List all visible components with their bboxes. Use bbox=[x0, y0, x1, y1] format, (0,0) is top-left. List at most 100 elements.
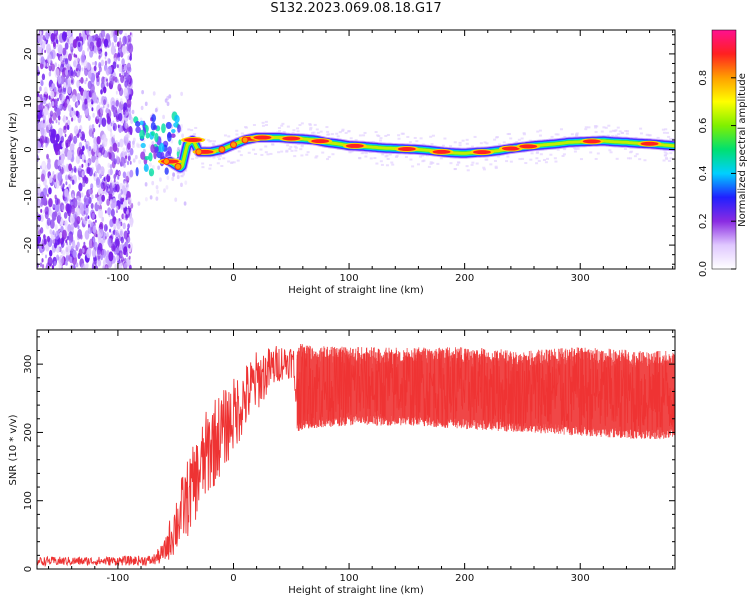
spectrogram-halo bbox=[336, 135, 340, 138]
spectrogram-speckle bbox=[55, 39, 59, 44]
spectrogram-speckle bbox=[74, 111, 77, 115]
spectrogram-halo bbox=[671, 138, 675, 141]
spectrogram-speckle bbox=[111, 197, 117, 208]
spectrogram-halo bbox=[614, 129, 618, 132]
spectrogram-halo bbox=[380, 163, 384, 166]
spectrogram-speckle bbox=[106, 116, 111, 125]
spectrogram-halo bbox=[296, 127, 300, 130]
spectrogram-speckle bbox=[80, 95, 83, 101]
spectrogram-halo bbox=[191, 157, 195, 160]
spectrogram-speckle bbox=[115, 109, 118, 114]
spectrogram-halo bbox=[439, 157, 443, 160]
spectrogram-halo bbox=[522, 132, 526, 135]
spectrogram-halo bbox=[240, 132, 244, 135]
spectrogram-halo bbox=[397, 137, 401, 140]
spectrogram-speckle bbox=[96, 75, 100, 83]
spectrogram-halo bbox=[602, 126, 606, 129]
spectrogram-speckle bbox=[48, 175, 53, 184]
spectrogram-halo bbox=[570, 133, 574, 136]
spectrogram-speckle bbox=[76, 101, 79, 106]
spectrogram-speckle bbox=[76, 63, 82, 74]
spectrogram-speckle bbox=[105, 210, 107, 214]
spectrogram-speckle bbox=[91, 249, 96, 258]
spectrogram-speckle bbox=[180, 182, 183, 188]
spectrogram-speckle bbox=[68, 36, 74, 46]
spectrogram-speckle bbox=[115, 205, 119, 211]
spectrogram-speckle bbox=[64, 196, 68, 204]
spectrogram-speckle bbox=[42, 209, 45, 215]
spectrogram-marker bbox=[174, 162, 182, 170]
spectrogram-halo bbox=[549, 153, 553, 156]
spectrogram-speckle bbox=[87, 162, 90, 167]
spectrogram-speckle bbox=[98, 169, 101, 175]
spectrogram-speckle bbox=[113, 158, 117, 165]
spectrogram-speckle bbox=[83, 197, 87, 203]
spectrogram-speckle bbox=[63, 221, 66, 226]
spectrogram-speckle bbox=[123, 72, 127, 77]
spectrogram-halo bbox=[341, 129, 345, 132]
spectrogram-speckle bbox=[50, 63, 55, 72]
spectrogram-speckle bbox=[60, 240, 65, 248]
snr-x-tick-label: 300 bbox=[571, 573, 590, 584]
spectrogram-speckle bbox=[86, 248, 92, 259]
spectrogram-speckle bbox=[59, 231, 63, 239]
spectrogram-halo bbox=[667, 159, 671, 162]
spectrogram-halo bbox=[364, 155, 368, 158]
spectrogram-speckle bbox=[43, 234, 46, 240]
spectrogram-halo bbox=[575, 134, 579, 137]
spectrogram-halo bbox=[223, 134, 227, 137]
spectrogram-speckle bbox=[119, 73, 122, 78]
spectrogram-halo bbox=[286, 144, 290, 147]
spectrogram-speckle bbox=[73, 60, 77, 68]
spectrogram-speckle bbox=[156, 189, 159, 194]
spectrogram-halo bbox=[264, 124, 268, 127]
spectrogram-speckle bbox=[108, 152, 112, 160]
spectrogram-speckle bbox=[82, 50, 86, 57]
spectrogram-halo bbox=[661, 128, 665, 131]
spectrogram-speckle bbox=[51, 265, 55, 269]
spectrogram-speckle bbox=[105, 266, 108, 269]
spectrogram-halo bbox=[278, 129, 282, 132]
spectrogram-halo bbox=[630, 150, 634, 153]
spectrogram-halo bbox=[633, 155, 637, 158]
spectrogram-speckle bbox=[98, 200, 102, 206]
spectrogram-halo bbox=[664, 156, 668, 159]
spectrogram-speckle bbox=[120, 74, 125, 84]
spectrogram-speckle bbox=[117, 175, 120, 180]
spectrogram-halo bbox=[466, 169, 470, 172]
spectrogram-halo bbox=[456, 161, 460, 164]
spectrogram-speckle bbox=[96, 115, 100, 120]
spectrogram-halo bbox=[667, 135, 671, 138]
spectrogram-blob bbox=[178, 139, 182, 146]
spectrogram-speckle bbox=[72, 255, 78, 266]
spectrogram-speckle bbox=[52, 112, 57, 121]
spectrogram-halo bbox=[595, 125, 599, 128]
spectrogram-speckle bbox=[42, 34, 46, 41]
spectrogram-halo bbox=[218, 155, 222, 158]
spectrogram-speckle bbox=[104, 56, 107, 60]
spectrogram-halo bbox=[325, 126, 329, 129]
spectrogram-halo bbox=[361, 151, 365, 154]
spectrogram-speckle bbox=[69, 240, 72, 246]
spectrogram-halo bbox=[639, 132, 643, 135]
spectrogram-speckle bbox=[108, 251, 114, 262]
spectrogram-speckle bbox=[122, 171, 127, 179]
spectrogram-speckle bbox=[87, 151, 91, 157]
spectrogram-speckle bbox=[43, 86, 48, 95]
spectrogram-speckle bbox=[103, 99, 107, 106]
spectrogram-halo bbox=[350, 150, 354, 153]
spectrogram-speckle bbox=[41, 264, 45, 269]
spectrogram-halo bbox=[254, 152, 258, 155]
spectrogram-speckle bbox=[54, 197, 59, 206]
spectrogram-halo bbox=[604, 126, 608, 129]
spectrogram-halo bbox=[212, 140, 216, 143]
spectrogram-speckle bbox=[115, 254, 120, 262]
spectrogram-speckle bbox=[87, 223, 90, 228]
spectrogram-speckle bbox=[126, 134, 129, 139]
spectrogram-speckle bbox=[118, 63, 123, 73]
colorbar-tick-label: 0.6 bbox=[698, 118, 709, 134]
spectrogram-speckle bbox=[91, 124, 95, 130]
spectrogram-speckle bbox=[56, 42, 60, 48]
spectrogram-halo bbox=[611, 134, 615, 137]
spectrogram-speckle bbox=[123, 230, 129, 240]
